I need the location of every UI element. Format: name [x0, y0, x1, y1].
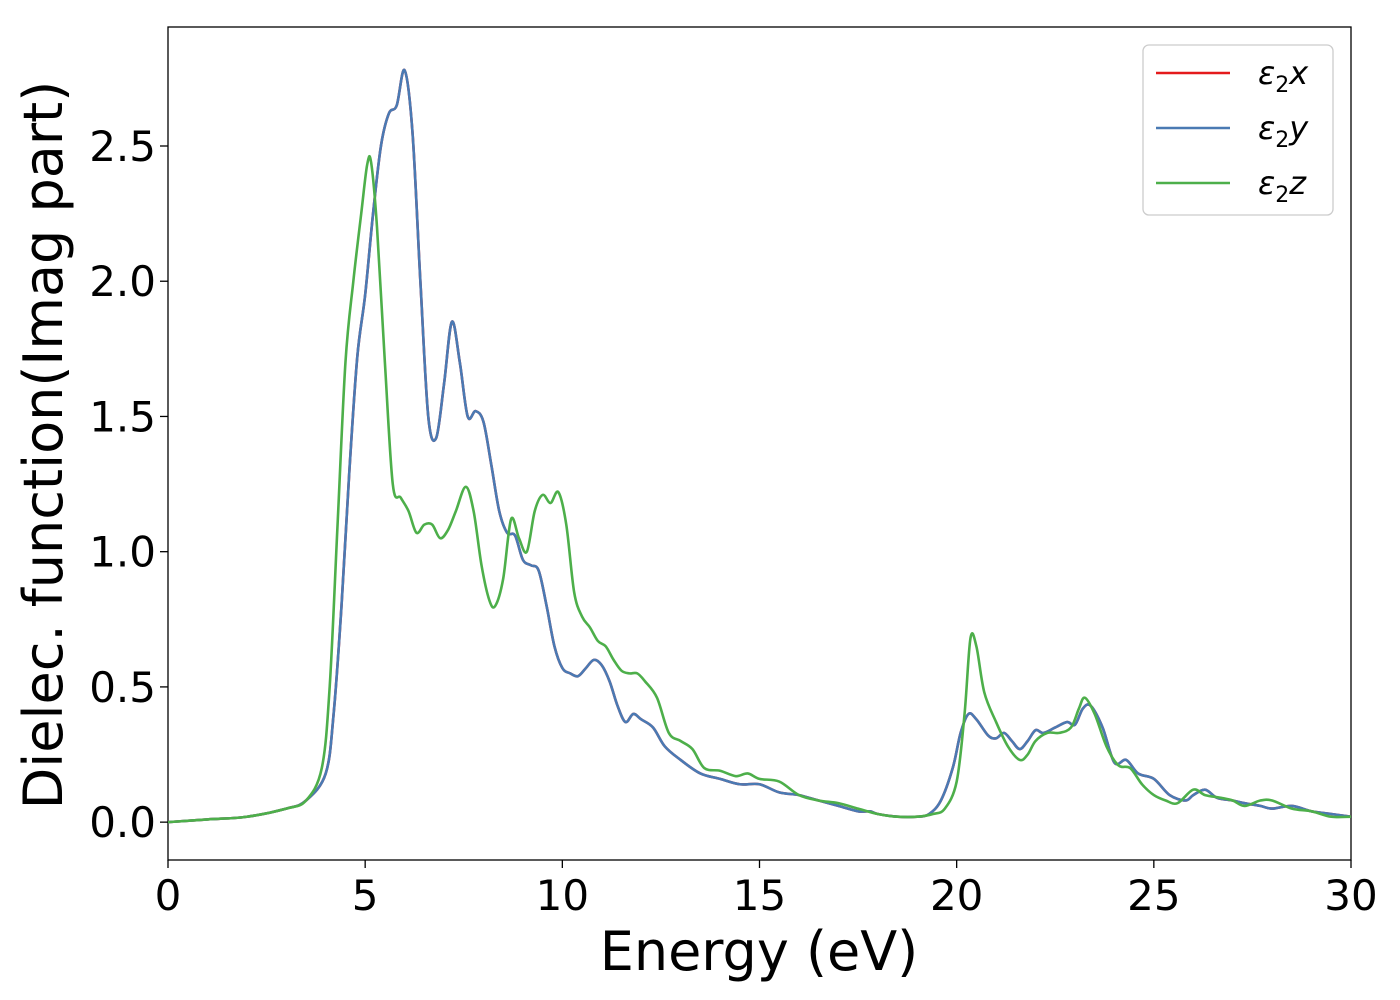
x-tick-label: 20	[930, 871, 983, 920]
y-tick-label: 1.0	[89, 528, 156, 577]
x-axis: 0 5 10 15 20 25 30	[155, 860, 1378, 920]
y-tick-label: 0.5	[89, 663, 156, 712]
x-tick-label: 5	[352, 871, 379, 920]
x-axis-title: Energy (eV)	[600, 920, 919, 983]
legend-label-y: ε2y	[1258, 109, 1309, 153]
x-tick-label: 30	[1324, 871, 1377, 920]
x-tick-label: 15	[733, 871, 786, 920]
legend: ε2x ε2y ε2z	[1142, 44, 1334, 216]
y-axis: 0.0 0.5 1.0 1.5 2.0 2.5	[89, 122, 168, 847]
y-axis-title: Dielec. function(Imag part)	[12, 81, 75, 810]
y-tick-label: 2.0	[89, 257, 156, 306]
y-tick-label: 1.5	[89, 392, 156, 441]
legend-label-x: ε2x	[1258, 54, 1309, 98]
series-line-z	[168, 154, 1351, 824]
legend-label-z: ε2z	[1258, 164, 1307, 208]
series-line-y	[168, 68, 1351, 824]
x-tick-label: 25	[1127, 871, 1180, 920]
x-tick-label: 10	[536, 871, 589, 920]
x-tick-label: 0	[155, 871, 182, 920]
legend-box	[1142, 44, 1334, 216]
series-layer	[168, 68, 1351, 824]
y-tick-label: 0.0	[89, 798, 156, 847]
y-tick-label: 2.5	[89, 122, 156, 171]
